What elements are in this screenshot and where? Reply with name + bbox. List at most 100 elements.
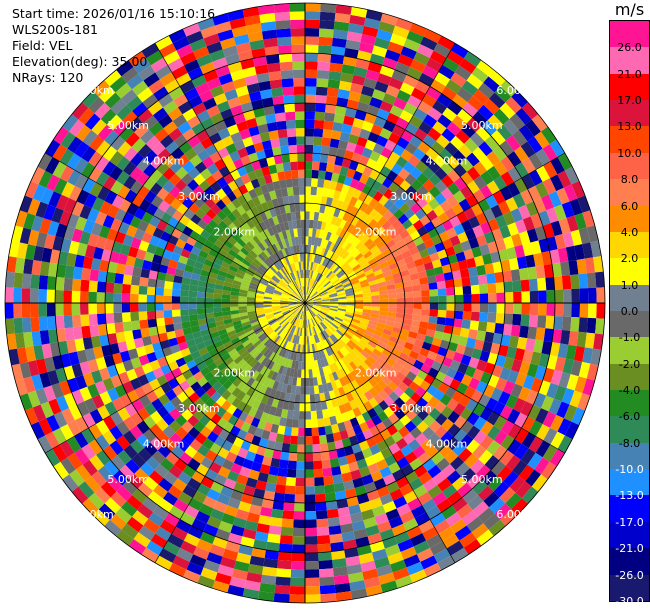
velocity-gate <box>311 236 316 246</box>
velocity-gate <box>297 436 305 445</box>
velocity-gate <box>23 258 34 275</box>
velocity-gate <box>186 236 197 247</box>
range-ring-label: 5.00km <box>461 473 503 486</box>
velocity-gate <box>206 488 221 501</box>
velocity-gate <box>257 332 267 340</box>
velocity-gate <box>346 99 359 110</box>
velocity-gate <box>436 280 446 290</box>
velocity-gate <box>394 343 404 353</box>
velocity-gate <box>305 3 321 12</box>
velocity-gate <box>427 275 437 284</box>
velocity-gate <box>334 316 344 322</box>
velocity-gate <box>117 253 128 265</box>
velocity-gate <box>263 338 272 347</box>
velocity-gate <box>362 568 379 581</box>
velocity-gate <box>379 298 389 303</box>
velocity-gate <box>242 528 257 540</box>
velocity-gate <box>335 269 344 277</box>
velocity-gate <box>476 359 488 372</box>
velocity-gate <box>306 336 310 345</box>
velocity-gate <box>200 137 214 150</box>
velocity-gate <box>403 490 418 504</box>
velocity-gate <box>113 120 129 136</box>
velocity-gate <box>491 364 504 378</box>
velocity-gate <box>299 278 303 287</box>
velocity-gate <box>492 145 508 161</box>
velocity-gate <box>23 212 36 230</box>
velocity-gate <box>319 310 328 316</box>
velocity-gate <box>516 256 528 270</box>
velocity-gate <box>88 291 97 303</box>
velocity-gate <box>325 104 337 114</box>
velocity-gate <box>117 184 131 199</box>
velocity-gate <box>349 350 359 359</box>
velocity-gate <box>456 503 473 519</box>
velocity-gate <box>177 471 192 485</box>
velocity-gate <box>327 251 335 260</box>
velocity-gate <box>338 300 347 303</box>
velocity-gate <box>219 332 229 341</box>
velocity-gate <box>271 371 279 381</box>
velocity-gate <box>251 370 260 380</box>
velocity-gate <box>352 188 362 200</box>
velocity-gate <box>332 254 340 263</box>
velocity-gate <box>570 274 580 290</box>
velocity-gate <box>337 209 346 220</box>
velocity-gate <box>360 247 370 256</box>
velocity-gate <box>346 244 356 254</box>
velocity-gate <box>167 107 183 121</box>
velocity-gate <box>199 89 214 103</box>
velocity-gate <box>52 144 68 162</box>
velocity-gate <box>157 356 168 368</box>
velocity-gate <box>56 194 70 211</box>
velocity-gate <box>490 342 501 355</box>
velocity-gate <box>306 286 309 295</box>
velocity-gate <box>490 387 503 402</box>
velocity-gate <box>280 319 288 327</box>
velocity-gate <box>243 231 253 242</box>
velocity-gate <box>311 280 317 289</box>
velocity-gate <box>300 219 305 229</box>
velocity-gate <box>319 291 328 297</box>
velocity-gate <box>189 38 207 52</box>
velocity-gate <box>126 516 144 533</box>
velocity-gate <box>115 331 126 343</box>
velocity-gate <box>198 250 209 259</box>
velocity-gate <box>256 523 270 534</box>
velocity-gate <box>288 305 298 309</box>
velocity-gate <box>132 266 142 277</box>
colorbar-tick-label: -10.0 <box>615 463 644 477</box>
velocity-gate <box>328 325 336 333</box>
velocity-gate <box>232 218 243 229</box>
velocity-gate <box>274 313 283 319</box>
velocity-gate <box>272 180 281 191</box>
velocity-gate <box>394 253 404 263</box>
velocity-gate <box>88 280 98 293</box>
velocity-gate <box>315 86 328 96</box>
velocity-gate <box>521 173 536 190</box>
velocity-gate <box>296 219 302 229</box>
velocity-gate <box>256 287 266 293</box>
velocity-gate <box>318 162 328 172</box>
velocity-gate <box>477 274 488 285</box>
velocity-gate <box>289 295 298 300</box>
velocity-gate <box>255 292 265 297</box>
velocity-gate <box>359 128 371 140</box>
velocity-gate <box>312 305 321 309</box>
velocity-gate <box>89 135 105 152</box>
velocity-gate <box>188 284 199 292</box>
velocity-gate <box>310 308 317 316</box>
velocity-gate <box>298 361 302 370</box>
velocity-gate <box>363 299 372 303</box>
velocity-gate <box>119 464 135 480</box>
velocity-gate <box>233 158 244 170</box>
velocity-gate <box>251 337 260 345</box>
velocity-gate <box>235 552 252 564</box>
velocity-gate <box>223 318 233 325</box>
velocity-gate <box>55 276 65 291</box>
velocity-gate <box>168 420 182 433</box>
velocity-gate <box>315 245 321 255</box>
velocity-gate <box>399 82 415 96</box>
velocity-gate <box>295 385 301 395</box>
velocity-gate <box>172 555 190 570</box>
